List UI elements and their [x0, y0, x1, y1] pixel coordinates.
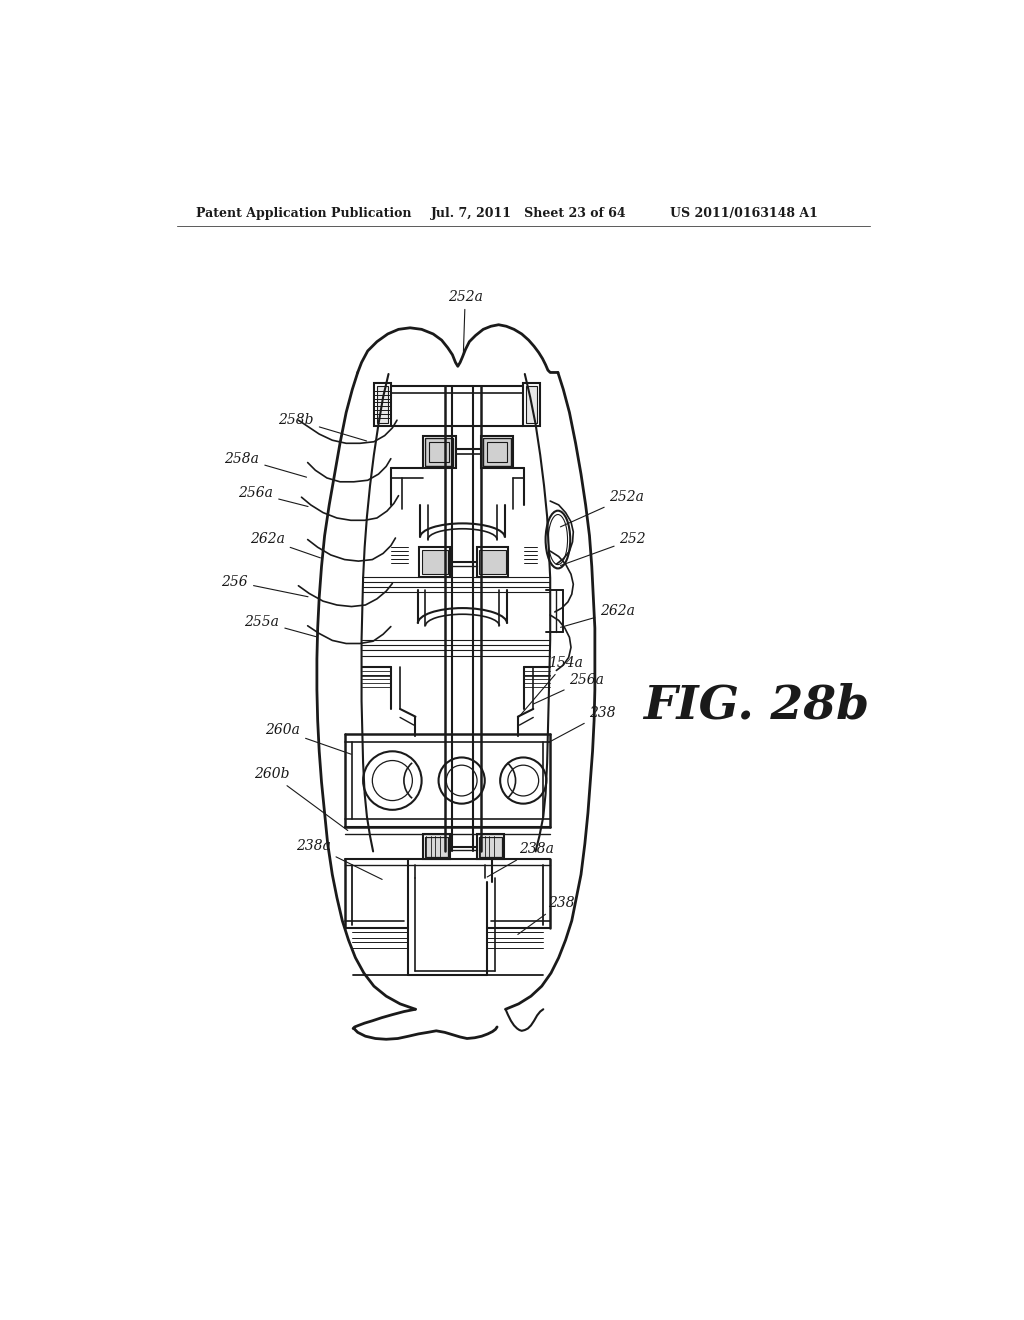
- Text: 262a: 262a: [560, 605, 635, 627]
- Bar: [487, 442, 507, 462]
- Text: 256a: 256a: [534, 673, 604, 704]
- Text: 262a: 262a: [250, 532, 321, 558]
- Bar: [374, 383, 391, 425]
- Bar: [423, 436, 456, 469]
- Bar: [481, 436, 513, 469]
- Text: FIG. 28b: FIG. 28b: [643, 682, 868, 729]
- Bar: [479, 549, 506, 574]
- Text: 256a: 256a: [239, 486, 308, 507]
- Bar: [523, 383, 541, 425]
- Ellipse shape: [546, 511, 570, 569]
- Bar: [425, 837, 447, 857]
- Bar: [429, 442, 450, 462]
- Text: 256: 256: [221, 574, 308, 597]
- Text: 258b: 258b: [279, 413, 367, 441]
- Bar: [377, 387, 388, 422]
- Text: 154a: 154a: [519, 656, 583, 717]
- Text: Jul. 7, 2011   Sheet 23 of 64: Jul. 7, 2011 Sheet 23 of 64: [431, 207, 627, 220]
- Text: 238a: 238a: [487, 842, 554, 876]
- Text: 238a: 238a: [296, 840, 382, 879]
- Bar: [422, 549, 447, 574]
- Bar: [419, 548, 451, 577]
- Bar: [477, 548, 508, 577]
- Text: 252: 252: [560, 532, 646, 565]
- Text: US 2011/0163148 A1: US 2011/0163148 A1: [670, 207, 817, 220]
- Text: 252a: 252a: [560, 490, 644, 527]
- Text: 258a: 258a: [224, 451, 306, 478]
- Bar: [526, 387, 538, 422]
- Text: Patent Application Publication: Patent Application Publication: [196, 207, 412, 220]
- Bar: [425, 438, 454, 466]
- Text: 238: 238: [549, 706, 616, 742]
- Text: 260b: 260b: [254, 767, 348, 830]
- Text: 255a: 255a: [245, 615, 315, 636]
- Text: 252a: 252a: [447, 290, 482, 356]
- Bar: [423, 834, 451, 859]
- Text: 238: 238: [518, 896, 574, 935]
- Bar: [479, 837, 502, 857]
- Bar: [483, 438, 511, 466]
- Text: 260a: 260a: [265, 723, 351, 754]
- Ellipse shape: [548, 515, 567, 565]
- Bar: [477, 834, 504, 859]
